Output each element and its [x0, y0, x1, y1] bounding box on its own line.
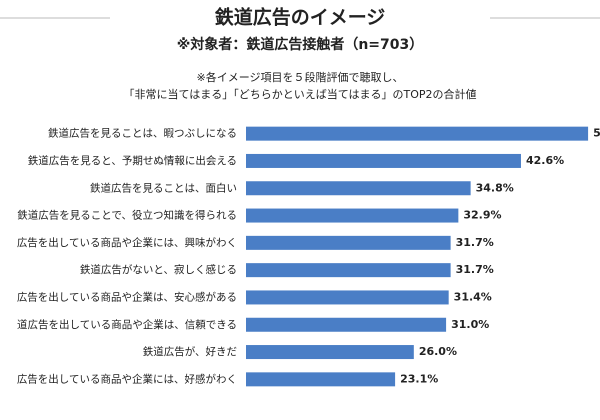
category-label: 広告を出している商品や企業は、安心感がある	[17, 290, 237, 303]
category-label: 鉄道広告を見ることは、面白い	[90, 181, 237, 194]
category-label: 鉄道広告を見ることで、役立つ知識を得られる	[17, 209, 237, 222]
chart-subtitle: ※対象者：鉄道広告接触者（n=703）	[177, 36, 424, 53]
category-label: 道広告を出している商品や企業は、信頼できる	[17, 318, 237, 331]
category-label: 鉄道広告がないと、寂しく感じる	[80, 263, 237, 276]
category-label: 鉄道広告を見ることは、暇つぶしになる	[48, 127, 237, 140]
value-label: 42.6%	[526, 154, 564, 167]
value-label: 31.4%	[454, 290, 492, 303]
note: 「非常に当てはまる」「どちらかといえば当てはまる」のTOP2の合計値	[123, 87, 476, 101]
bar	[246, 372, 396, 387]
value-label: 26.0%	[419, 345, 457, 358]
bar	[246, 290, 449, 305]
value-label: 32.9%	[463, 209, 501, 222]
bar	[246, 181, 471, 196]
value-label: 31.0%	[451, 318, 489, 331]
category-label: 鉄道広告が、好きだ	[143, 345, 237, 358]
bar	[246, 208, 459, 223]
chart-title: 鉄道広告のイメージ	[215, 6, 386, 29]
bar	[246, 235, 451, 250]
value-label: 5	[593, 127, 600, 140]
category-label: 鉄道広告を見ると、予期せぬ情報に出会える	[28, 154, 237, 167]
value-label: 31.7%	[456, 263, 494, 276]
bar	[246, 126, 589, 141]
note: ※各イメージ項目を５段階評価で聴取し、	[197, 70, 404, 84]
bar	[246, 317, 447, 332]
category-label: 広告を出している商品や企業には、興味がわく	[17, 236, 237, 249]
value-label: 23.1%	[400, 372, 438, 385]
value-label: 31.7%	[456, 236, 494, 249]
bar	[246, 153, 521, 168]
value-label: 34.8%	[476, 181, 514, 194]
bar	[246, 263, 451, 278]
bar	[246, 345, 414, 360]
category-label: 広告を出している商品や企業には、好感がわく	[17, 372, 237, 385]
